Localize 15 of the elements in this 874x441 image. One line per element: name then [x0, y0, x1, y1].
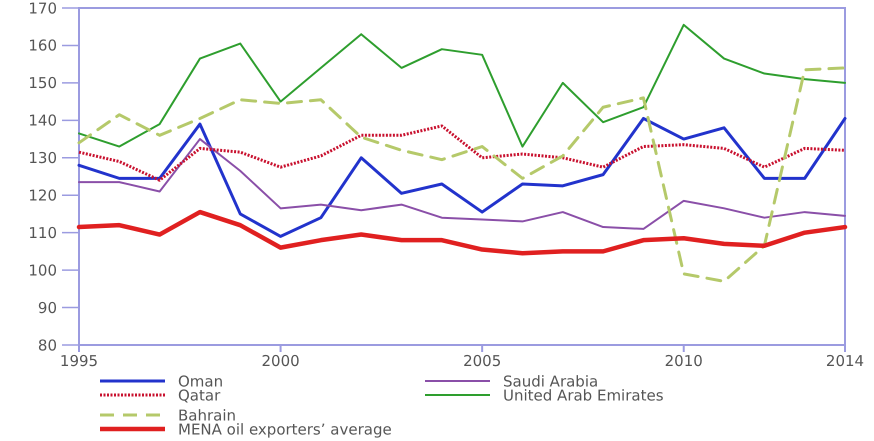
y-tick-label: 80: [38, 336, 57, 354]
y-tick-label: 130: [28, 149, 57, 168]
y-tick-label: 120: [28, 186, 57, 204]
y-tick-label: 170: [28, 0, 57, 18]
x-tick-label: 2005: [463, 352, 502, 370]
y-tick-label: 110: [28, 224, 57, 242]
x-tick-label: 2010: [664, 352, 703, 370]
x-tick-label: 2000: [261, 352, 300, 370]
x-tick-label: 2014: [826, 352, 864, 370]
y-tick-label: 100: [28, 261, 57, 280]
y-tick-label: 90: [38, 298, 57, 317]
y-tick-label: 150: [28, 74, 57, 92]
y-tick-label: 140: [28, 112, 57, 130]
x-tick-label: 1995: [60, 352, 98, 370]
y-tick-label: 160: [28, 36, 57, 55]
